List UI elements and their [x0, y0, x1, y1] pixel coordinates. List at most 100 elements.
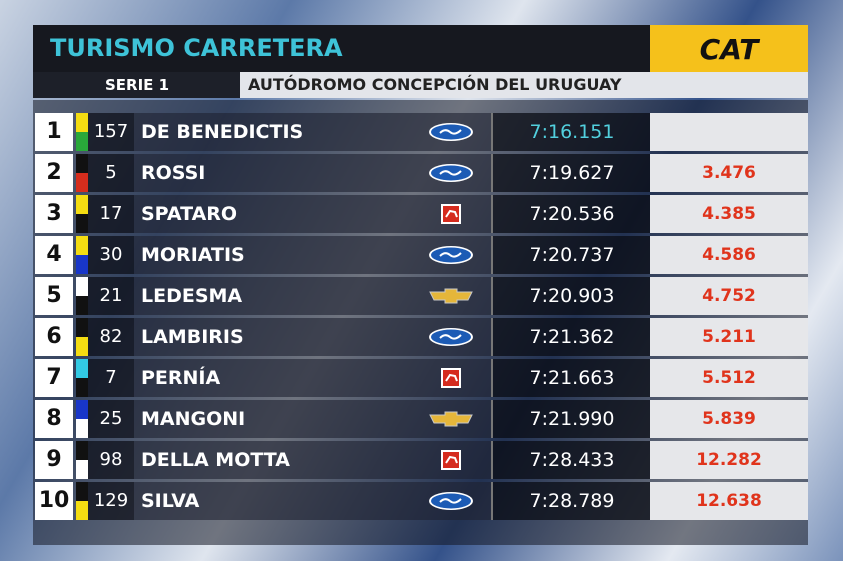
car-number: 157: [88, 113, 134, 151]
color-band: [76, 195, 88, 214]
team-colors: [76, 236, 88, 274]
car-number: 7: [88, 359, 134, 397]
team-colors: [76, 400, 88, 438]
result-row: 10 129 SILVA 7:28.789 12.638: [33, 482, 808, 520]
color-band: [76, 154, 88, 173]
car-number: 98: [88, 441, 134, 479]
lap-time: 7:20.737: [491, 236, 651, 274]
car-number: 25: [88, 400, 134, 438]
team-colors: [76, 318, 88, 356]
position: 4: [35, 236, 73, 274]
driver-name: PERNÍA: [134, 359, 491, 397]
gap: [650, 113, 808, 151]
color-band: [76, 400, 88, 419]
car-number: 5: [88, 154, 134, 192]
team-colors: [76, 359, 88, 397]
color-band: [76, 419, 88, 438]
color-band: [76, 337, 88, 356]
position: 10: [35, 482, 73, 520]
position: 7: [35, 359, 73, 397]
gap: 3.476: [650, 154, 808, 192]
color-band: [76, 501, 88, 520]
brand-logo: [428, 450, 474, 470]
result-row: 7 7 PERNÍA 7:21.663 5.512: [33, 359, 808, 397]
gap: 5.211: [650, 318, 808, 356]
position: 3: [35, 195, 73, 233]
gap: 5.512: [650, 359, 808, 397]
result-row: 6 82 LAMBIRIS 7:21.362 5.211: [33, 318, 808, 356]
lap-time: 7:20.903: [491, 277, 651, 315]
car-number: 129: [88, 482, 134, 520]
gap: 4.586: [650, 236, 808, 274]
lap-time: 7:21.990: [491, 400, 651, 438]
color-band: [76, 460, 88, 479]
position: 2: [35, 154, 73, 192]
result-row: 9 98 DELLA MOTTA 7:28.433 12.282: [33, 441, 808, 479]
brand-logo: [428, 122, 474, 142]
title: TURISMO CARRETERA: [33, 25, 650, 72]
gap: 5.839: [650, 400, 808, 438]
car-number: 21: [88, 277, 134, 315]
result-row: 4 30 MORIATIS 7:20.737 4.586: [33, 236, 808, 274]
car-number: 17: [88, 195, 134, 233]
result-row: 3 17 SPATARO 7:20.536 4.385: [33, 195, 808, 233]
position: 6: [35, 318, 73, 356]
color-band: [76, 113, 88, 132]
driver-name: SPATARO: [134, 195, 491, 233]
brand-logo: [428, 245, 474, 265]
color-band: [76, 132, 88, 151]
lap-time: 7:21.663: [491, 359, 651, 397]
color-band: [76, 236, 88, 255]
position: 8: [35, 400, 73, 438]
gap: 12.282: [650, 441, 808, 479]
result-row: 8 25 MANGONI 7:21.990 5.839: [33, 400, 808, 438]
color-band: [76, 296, 88, 315]
position: 1: [35, 113, 73, 151]
brand-logo: [428, 327, 474, 347]
color-band: [76, 359, 88, 378]
brand-logo: [428, 163, 474, 183]
position: 9: [35, 441, 73, 479]
team-colors: [76, 277, 88, 315]
color-band: [76, 214, 88, 233]
driver-name: LAMBIRIS: [134, 318, 491, 356]
brand-logo: [428, 286, 474, 306]
brand-logo: [428, 409, 474, 429]
color-band: [76, 482, 88, 501]
gap: 4.752: [650, 277, 808, 315]
color-band: [76, 378, 88, 397]
lap-time: 7:28.789: [491, 482, 651, 520]
venue: AUTÓDROMO CONCEPCIÓN DEL URUGUAY: [240, 72, 808, 98]
lap-time: 7:28.433: [491, 441, 651, 479]
brand-logo: [428, 368, 474, 388]
color-band: [76, 318, 88, 337]
gap: 4.385: [650, 195, 808, 233]
result-row: 1 157 DE BENEDICTIS 7:16.151: [33, 113, 808, 151]
lap-time: 7:21.362: [491, 318, 651, 356]
sponsor-logo: CAT: [650, 25, 808, 72]
series: SERIE 1: [33, 72, 240, 98]
color-band: [76, 277, 88, 296]
driver-name: DELLA MOTTA: [134, 441, 491, 479]
brand-logo: [428, 204, 474, 224]
gap: 12.638: [650, 482, 808, 520]
result-row: 5 21 LEDESMA 7:20.903 4.752: [33, 277, 808, 315]
position: 5: [35, 277, 73, 315]
team-colors: [76, 195, 88, 233]
car-number: 30: [88, 236, 134, 274]
lap-time: 7:20.536: [491, 195, 651, 233]
car-number: 82: [88, 318, 134, 356]
color-band: [76, 255, 88, 274]
team-colors: [76, 441, 88, 479]
brand-logo: [428, 491, 474, 511]
result-row: 2 5 ROSSI 7:19.627 3.476: [33, 154, 808, 192]
lap-time: 7:16.151: [491, 113, 651, 151]
driver-name: MANGONI: [134, 400, 491, 438]
color-band: [76, 441, 88, 460]
color-band: [76, 173, 88, 192]
team-colors: [76, 113, 88, 151]
team-colors: [76, 482, 88, 520]
team-colors: [76, 154, 88, 192]
lap-time: 7:19.627: [491, 154, 651, 192]
